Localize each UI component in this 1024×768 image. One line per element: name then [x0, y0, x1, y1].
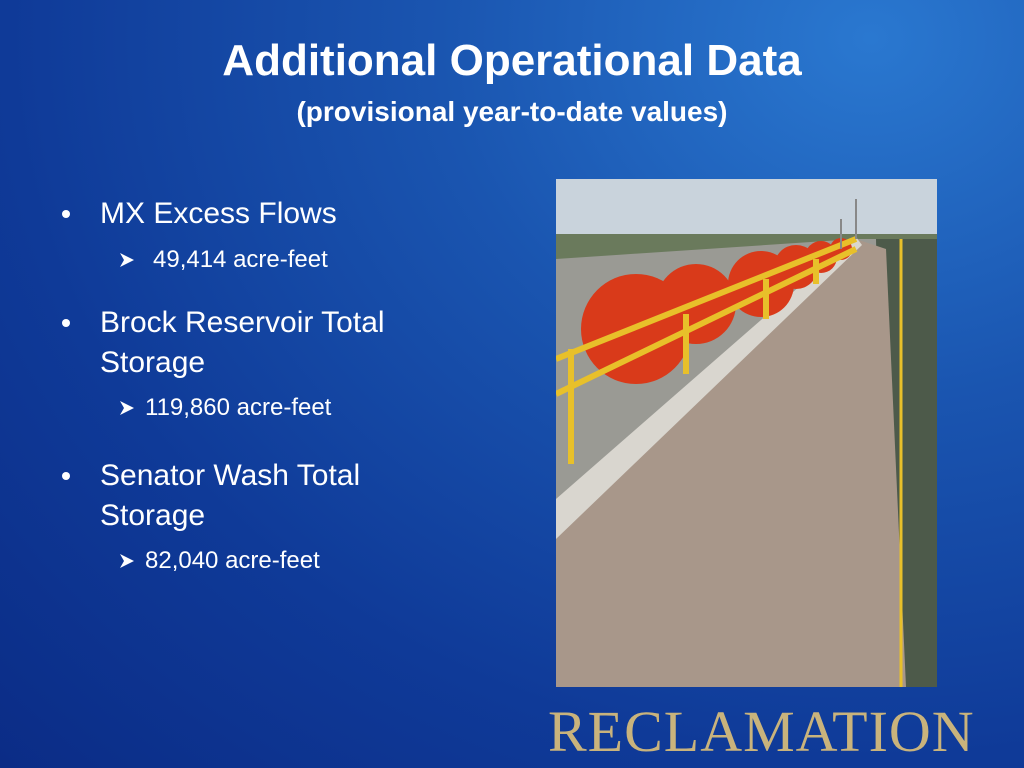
bullet-dot — [62, 210, 70, 218]
bullet-dot — [62, 472, 70, 480]
sub-bullet-text: 49,414 acre-feet — [153, 246, 328, 273]
sub-bullet-text: 82,040 acre-feet — [145, 547, 320, 574]
bullet-text: MX Excess Flows — [100, 197, 337, 230]
bullet-text: Brock Reservoir Total Storage — [100, 306, 385, 379]
bullet-text: Senator Wash Total Storage — [100, 459, 361, 532]
sub-bullet-arrow — [120, 253, 134, 267]
slide-title: Additional Operational Data — [222, 36, 802, 85]
photo-dam-gates — [556, 179, 937, 687]
logo-text: RECLAMATION — [548, 699, 975, 764]
sub-bullet-arrow — [120, 401, 134, 415]
bullet-dot — [62, 319, 70, 327]
sub-bullet-text: 119,860 acre-feet — [145, 394, 332, 421]
slide-subtitle: (provisional year-to-date values) — [296, 96, 728, 127]
sub-bullet-arrow — [120, 554, 134, 568]
